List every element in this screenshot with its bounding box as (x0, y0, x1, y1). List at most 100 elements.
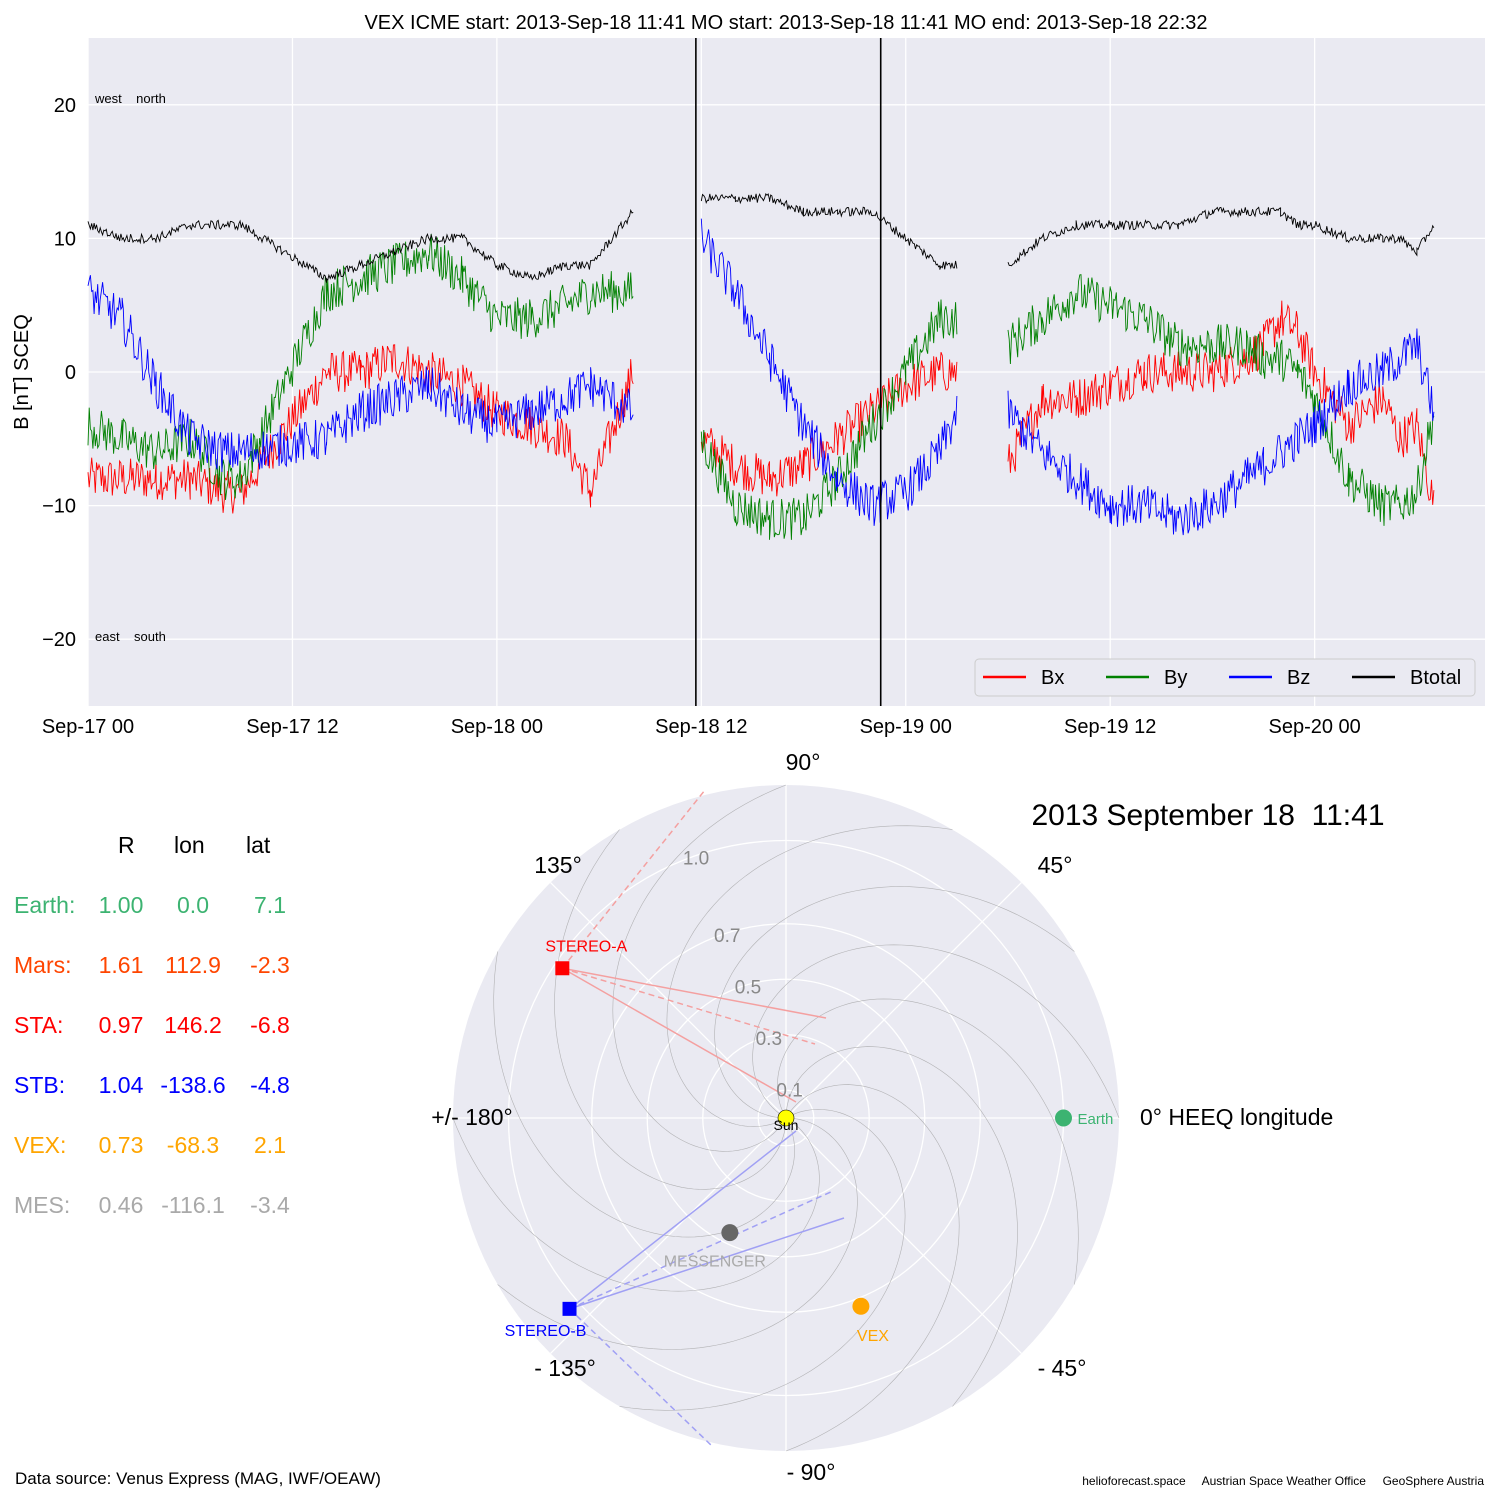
table-cell-lon: 0.0 (177, 892, 209, 918)
timeseries-x-ticks: Sep-17 00 Sep-17 12 Sep-18 00 Sep-18 12 Sep-… (42, 716, 1361, 738)
angle-label: - 45° (1038, 1355, 1087, 1381)
parker-spiral (554, 829, 787, 1190)
sta-connection-line (562, 967, 816, 1045)
angle-label: +/- 180° (431, 1104, 512, 1130)
table-header-lon: lon (174, 832, 205, 858)
stb-connection-line (569, 1217, 845, 1310)
timeseries-vlines (695, 38, 882, 706)
y-tick-label: 20 (54, 95, 76, 117)
angle-label: - 135° (534, 1355, 596, 1381)
table-cell-lat: -3.4 (250, 1192, 290, 1218)
sta-connection-line (561, 789, 706, 969)
marker-sun (777, 1109, 795, 1127)
table-cell-r: 0.46 (98, 1192, 144, 1218)
parker-spiral (785, 1084, 960, 1452)
credits: helioforecast.space Austrian Space Weath… (1082, 1474, 1484, 1488)
table-cell-r: 1.61 (98, 952, 144, 978)
radial-tick-label: 0.3 (756, 1029, 782, 1050)
marker-vex (852, 1297, 870, 1315)
timeseries-y-label: B [nT] SCEQ (11, 314, 33, 430)
angle-label: - 90° (787, 1459, 836, 1485)
x-tick-label: Sep-18 12 (655, 716, 747, 738)
angle-label: 135° (534, 852, 582, 878)
radial-tick-label: 0.7 (714, 926, 740, 947)
y-tick-label: 10 (54, 228, 76, 250)
series-line-bz (87, 218, 1435, 536)
series-line-btotal (87, 193, 1435, 283)
table-cell-lon: -116.1 (161, 1192, 225, 1218)
table-cell-lon: -138.6 (160, 1072, 226, 1098)
series-line-bx (87, 300, 1435, 514)
marker-earth (1055, 1109, 1072, 1127)
angle-label: 90° (786, 749, 821, 775)
parker-spiral (497, 1117, 858, 1350)
sta-connection-line (561, 967, 797, 1103)
parker-spiral (777, 998, 1079, 1285)
stb-connection-line (569, 1190, 834, 1310)
polar-footpoint-lines (561, 789, 845, 1447)
marker-stereo-b (562, 1301, 577, 1316)
legend-label-by: By (1164, 667, 1187, 689)
polar-title: 2013 September 18 11:41 (1031, 799, 1384, 832)
marker-messenger (721, 1224, 739, 1242)
polar-spacecraft: Sun Earth STEREO-A STEREO-B VEX MESSENGER (505, 938, 1114, 1345)
angle-label: 45° (1038, 852, 1073, 878)
angle-label: 0° HEEQ longitude (1140, 1104, 1333, 1130)
timeseries-title: VEX ICME start: 2013-Sep-18 11:41 MO sta… (364, 12, 1207, 34)
x-tick-label: Sep-20 00 (1268, 716, 1360, 738)
y-tick-label: 0 (65, 362, 76, 384)
parker-spiral (493, 951, 795, 1238)
legend-label-bz: Bz (1287, 667, 1310, 689)
table-cell-lon: -68.3 (166, 1132, 220, 1158)
table-cell-name: Mars: (14, 952, 72, 978)
sta-connection-line (562, 967, 827, 1019)
x-tick-label: Sep-19 12 (1064, 716, 1156, 738)
table-cell-r: 0.73 (98, 1132, 144, 1158)
stb-connection-line (568, 1308, 713, 1447)
radial-tick-label: 0.5 (735, 977, 761, 998)
table-cell-lon: 112.9 (165, 952, 221, 978)
label-vex: VEX (857, 1328, 889, 1345)
table-cell-name: STA: (14, 1012, 64, 1038)
y-tick-label: −10 (42, 496, 76, 518)
parker-spiral (452, 1117, 820, 1292)
table-cell-lat: -4.8 (250, 1072, 290, 1098)
table-cell-lat: -6.8 (250, 1012, 290, 1038)
parker-spiral (785, 1046, 1018, 1407)
polar-radial-labels: 0.1 0.3 0.5 0.7 1.0 (683, 849, 803, 1102)
annotation-west-north: west north (94, 91, 166, 106)
table-cell-r: 1.00 (98, 892, 144, 918)
marker-stereo-a (555, 961, 570, 976)
stb-connection-line (569, 1130, 797, 1310)
timeseries-y-ticks: 20 10 0 −10 −20 (42, 95, 76, 651)
parker-spiral (612, 784, 787, 1152)
x-tick-label: Sep-17 00 (42, 716, 134, 738)
x-tick-label: Sep-19 00 (860, 716, 952, 738)
x-tick-label: Sep-18 00 (451, 716, 543, 738)
parker-spiral (619, 1109, 906, 1411)
radial-tick-label: 0.1 (776, 1080, 802, 1101)
y-tick-label: −20 (42, 629, 76, 651)
table-header-lat: lat (246, 832, 271, 858)
table-cell-r: 1.04 (98, 1072, 144, 1098)
timeseries-series (87, 193, 1435, 540)
label-sun: Sun (774, 1117, 799, 1133)
label-messenger: MESSENGER (664, 1254, 766, 1271)
annotation-east-south: east south (95, 629, 166, 644)
legend-label-bx: Bx (1041, 667, 1064, 689)
label-stereo-b: STEREO-B (505, 1323, 587, 1340)
table-cell-name: STB: (14, 1072, 66, 1098)
series-line-by (87, 233, 1435, 540)
radial-tick-label: 1.0 (683, 849, 709, 870)
label-stereo-a: STEREO-A (545, 938, 627, 955)
parker-spiral (714, 886, 1075, 1119)
data-source: Data source: Venus Express (MAG, IWF/OEA… (15, 1469, 381, 1488)
legend-box (974, 658, 1476, 697)
legend-label-btotal: Btotal (1410, 667, 1461, 689)
table-header-r: R (118, 832, 135, 858)
polar-angle-labels: 0° HEEQ longitude 45° 90° 135° +/- 180° - 135… (431, 749, 1333, 1485)
table-cell-lon: 146.2 (164, 1012, 222, 1038)
label-earth: Earth (1078, 1111, 1114, 1128)
